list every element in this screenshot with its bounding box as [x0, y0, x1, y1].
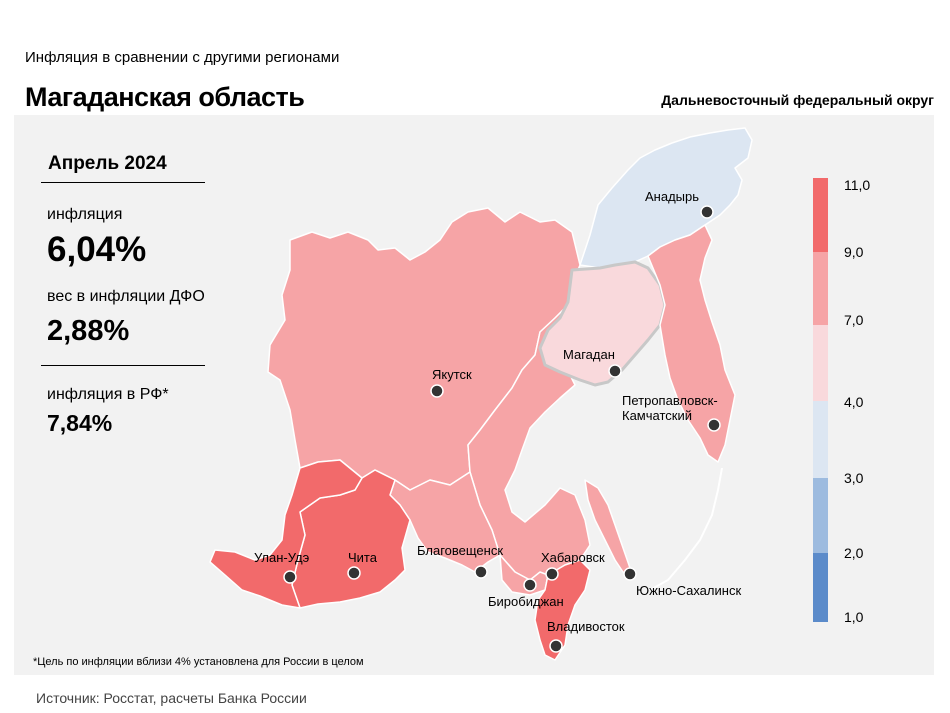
city-label-magadan: Магадан: [563, 347, 615, 362]
divider-bottom: [41, 365, 205, 366]
city-marker-blagoveshchensk: [474, 565, 488, 579]
legend-tick-label: 9,0: [844, 244, 864, 260]
city-label-petropavlovsk-2: Камчатский: [622, 408, 692, 423]
region-kamchatka[interactable]: [647, 224, 736, 463]
city-label-blagoveshchensk: Благовещенск: [417, 543, 503, 558]
legend-swatch: [813, 401, 828, 478]
city-label-birobidzhan: Биробиджан: [488, 594, 564, 609]
city-marker-khabarovsk: [545, 567, 559, 581]
city-marker-ulan-ude: [283, 570, 297, 584]
region-khabarovsk[interactable]: [467, 304, 591, 581]
legend-tick-label: 7,0: [844, 312, 864, 328]
legend-swatch: [813, 178, 828, 252]
legend-swatch: [813, 478, 828, 553]
kuril-islands: [649, 467, 723, 591]
city-label-anadyr: Анадырь: [645, 189, 699, 204]
weight-value: 2,88%: [47, 315, 130, 347]
city-label-ulan-ude: Улан-Удэ: [254, 550, 310, 565]
divider-top: [41, 182, 205, 183]
legend-swatch: [813, 325, 828, 401]
weight-label: вес в инфляции ДФО: [47, 288, 205, 305]
city-marker-vladivostok: [549, 639, 563, 653]
city-marker-anadyr: [700, 205, 714, 219]
city-marker-petropavlovsk: [707, 418, 721, 432]
city-marker-yakutsk: [430, 384, 444, 398]
legend-tick-label: 11,0: [844, 177, 870, 193]
rf-inflation-label: инфляция в РФ*: [47, 386, 169, 403]
city-marker-yuzhno: [623, 567, 637, 581]
rf-inflation-value: 7,84%: [47, 410, 113, 436]
city-label-yuzhno: Южно-Сахалинск: [636, 583, 741, 598]
region-magadan[interactable]: [538, 260, 667, 387]
district-label: Дальневосточный федеральный округ: [661, 92, 934, 108]
region-buryatia[interactable]: [209, 459, 363, 609]
legend-tick-label: 4,0: [844, 394, 864, 410]
color-legend: [813, 178, 828, 622]
chart-subtitle: Инфляция в сравнении с другими регионами: [25, 49, 340, 66]
city-label-petropavlovsk-1: Петропавловск-: [622, 393, 718, 408]
page-title: Магаданская область: [25, 82, 305, 112]
inflation-label: инфляция: [47, 206, 123, 223]
footnote: *Цель по инфляции вблизи 4% установлена …: [33, 656, 364, 668]
legend-swatch: [813, 252, 828, 325]
region-yakutia[interactable]: [267, 207, 581, 491]
legend-tick-label: 2,0: [844, 545, 864, 561]
city-marker-magadan: [608, 364, 622, 378]
region-primorsky[interactable]: [534, 559, 591, 661]
city-label-vladivostok: Владивосток: [547, 619, 625, 634]
period-label: Апрель 2024: [48, 153, 167, 174]
city-label-yakutsk: Якутск: [432, 367, 472, 382]
inflation-value: 6,04%: [47, 230, 147, 269]
legend-swatch: [813, 553, 828, 622]
legend-tick-label: 1,0: [844, 609, 864, 625]
city-label-khabarovsk: Хабаровск: [541, 550, 605, 565]
legend-tick-label: 3,0: [844, 470, 864, 486]
city-marker-chita: [347, 566, 361, 580]
city-label-chita: Чита: [348, 550, 378, 565]
city-marker-birobidzhan: [523, 578, 537, 592]
source-note: Источник: Росстат, расчеты Банка России: [36, 690, 307, 706]
